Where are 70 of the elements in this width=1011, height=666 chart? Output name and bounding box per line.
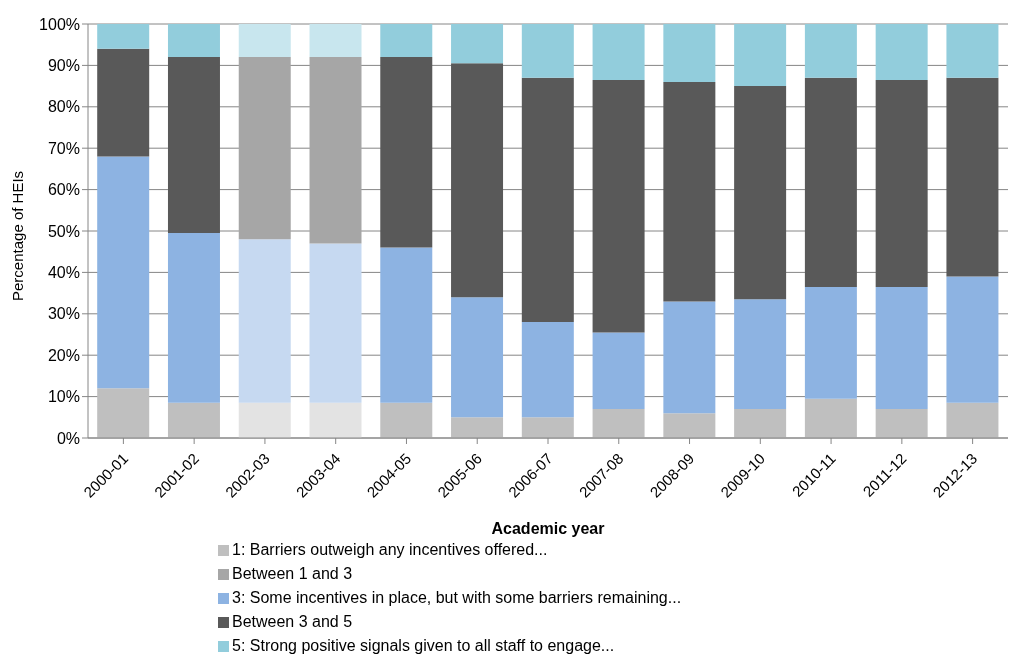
bar (663, 24, 716, 82)
bar (946, 276, 999, 403)
y-tick-label: 70% (47, 139, 80, 157)
legend-label: 3: Some incentives in place, but with some barriers remaining... (232, 588, 682, 608)
bar (804, 77, 857, 287)
bar (521, 77, 574, 323)
y-tick-label: 20% (47, 346, 80, 364)
bar (946, 24, 999, 78)
bar (804, 286, 857, 399)
bar (238, 24, 291, 58)
bar (167, 402, 220, 438)
y-tick-label: 40% (47, 264, 80, 282)
bar (734, 24, 787, 87)
bar (380, 24, 433, 58)
bar (380, 57, 433, 248)
bar (97, 24, 150, 49)
bar (167, 233, 220, 403)
bar (309, 243, 362, 403)
bar (451, 417, 504, 438)
bar (663, 413, 716, 438)
bar (97, 48, 150, 157)
bar (521, 417, 574, 438)
bar (380, 247, 433, 403)
bar (451, 24, 504, 64)
bar (451, 63, 504, 298)
bar (521, 322, 574, 418)
y-axis-title: Percentage of HEIs (9, 170, 27, 301)
bar (592, 409, 645, 438)
bar (734, 409, 787, 438)
legend-label: Between 3 and 5 (232, 612, 353, 632)
bar (734, 86, 787, 300)
bar (663, 301, 716, 414)
bar (238, 402, 291, 438)
bar (309, 402, 362, 438)
bar (451, 297, 504, 418)
bar (309, 24, 362, 58)
bar (946, 402, 999, 438)
y-tick-label: 80% (47, 98, 80, 116)
bar (380, 402, 433, 438)
bar (97, 388, 150, 438)
bar (946, 77, 999, 277)
bar (521, 24, 574, 78)
bar (875, 286, 928, 410)
bar (167, 57, 220, 234)
y-tick-label: 30% (47, 305, 80, 323)
legend-label: 5: Strong positive signals given to all staff to engage... (232, 636, 615, 656)
y-tick-label: 60% (47, 181, 80, 199)
y-tick-label: 0% (56, 429, 80, 447)
x-axis-title: Academic year (491, 520, 605, 537)
bar (804, 398, 857, 438)
bar (592, 24, 645, 80)
bar (875, 79, 928, 287)
y-tick-label: 50% (47, 222, 80, 240)
bar (238, 239, 291, 403)
bar (167, 24, 220, 58)
bar (238, 57, 291, 240)
bar (875, 24, 928, 80)
legend-label: 1: Barriers outweigh any incentives offered... (232, 540, 548, 560)
legend-label: Between 1 and 3 (232, 564, 353, 584)
bar (309, 57, 362, 244)
bar (804, 24, 857, 78)
bar (663, 81, 716, 302)
y-tick-label: 90% (47, 57, 80, 75)
bar (592, 79, 645, 333)
bar (875, 409, 928, 438)
bar (734, 299, 787, 410)
bar (97, 156, 150, 389)
y-tick-label: 10% (47, 388, 80, 406)
y-tick-label: 100% (39, 15, 80, 33)
bar (592, 332, 645, 410)
